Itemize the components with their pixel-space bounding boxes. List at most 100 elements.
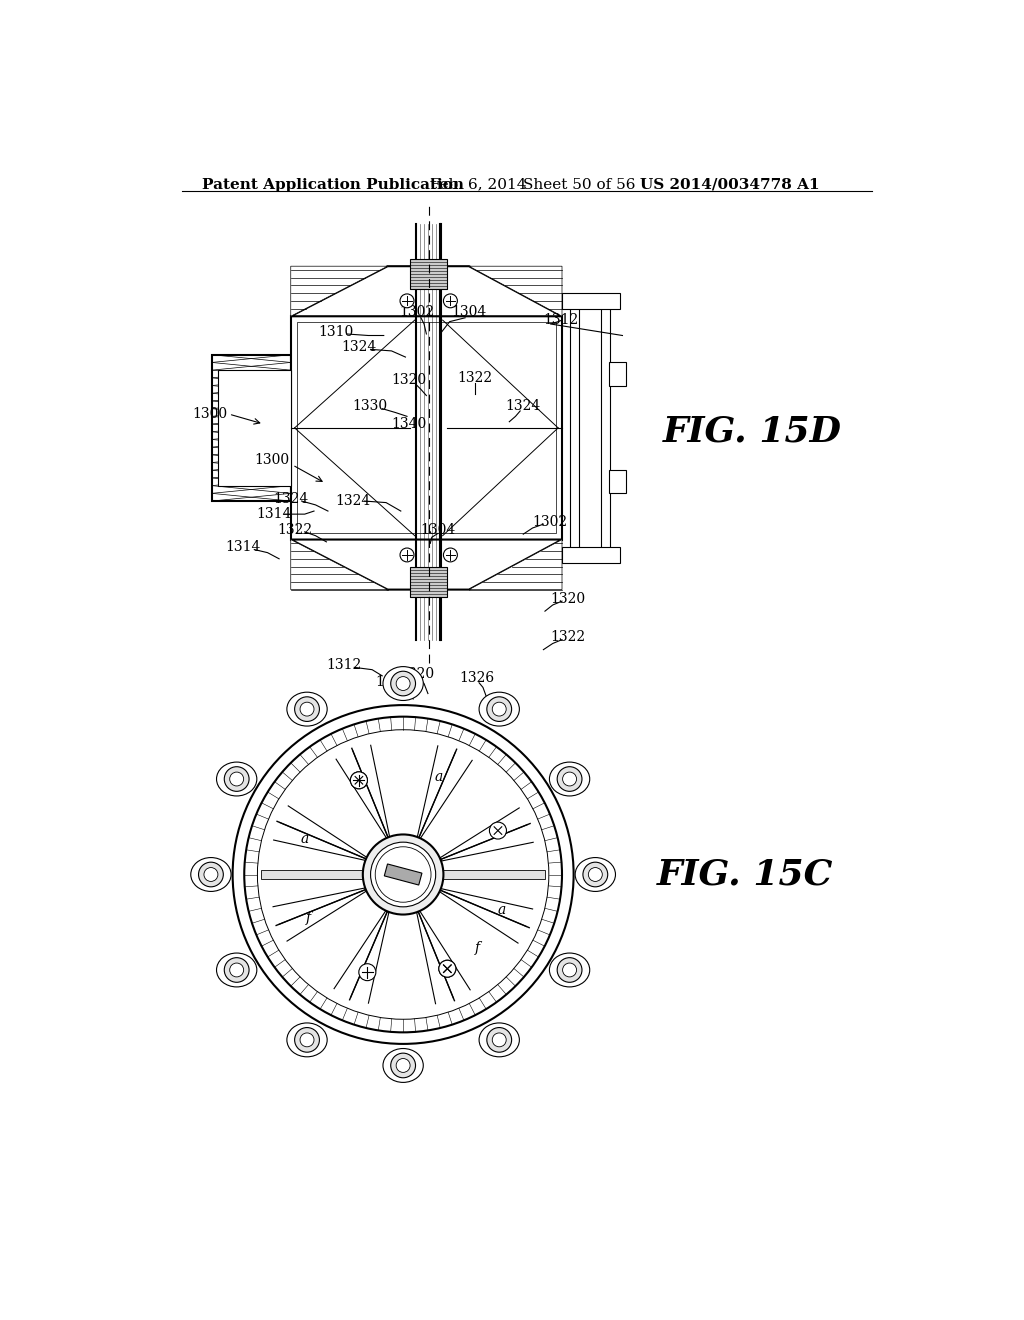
Text: e: e (492, 818, 500, 833)
Polygon shape (291, 540, 562, 590)
Text: 1314: 1314 (225, 540, 260, 554)
Text: a: a (364, 965, 372, 979)
Ellipse shape (383, 1048, 423, 1082)
Ellipse shape (550, 762, 590, 796)
Text: 1324: 1324 (273, 492, 308, 506)
Bar (212, 355, 291, 502)
Bar (562, 293, 621, 309)
Circle shape (300, 1034, 314, 1047)
Circle shape (443, 294, 458, 308)
Circle shape (199, 862, 223, 887)
Text: 1304: 1304 (421, 523, 456, 536)
Circle shape (362, 834, 443, 915)
Circle shape (443, 548, 458, 562)
Ellipse shape (216, 762, 257, 796)
Bar (443, 870, 545, 879)
Text: 1320: 1320 (399, 668, 434, 681)
Text: a: a (498, 903, 506, 917)
Circle shape (583, 862, 607, 887)
Text: Patent Application Publication: Patent Application Publication (202, 178, 464, 191)
Bar (410, 566, 447, 598)
Ellipse shape (216, 953, 257, 987)
Text: 1324: 1324 (341, 341, 377, 354)
Text: 1320: 1320 (551, 591, 586, 606)
Text: 1340: 1340 (391, 417, 426, 432)
Text: 1310: 1310 (318, 325, 353, 339)
Ellipse shape (287, 1023, 328, 1057)
Bar (608, 363, 626, 385)
Text: 1322: 1322 (278, 523, 312, 536)
Text: Sheet 50 of 56: Sheet 50 of 56 (523, 178, 636, 191)
Circle shape (391, 671, 416, 696)
Ellipse shape (190, 858, 231, 891)
Text: 1304: 1304 (452, 305, 486, 319)
Polygon shape (469, 267, 562, 317)
Ellipse shape (550, 953, 590, 987)
Text: 1300: 1300 (254, 453, 289, 467)
Text: 1314: 1314 (256, 507, 292, 521)
Circle shape (439, 960, 456, 977)
Text: 1312: 1312 (326, 659, 361, 672)
Circle shape (557, 958, 582, 982)
Polygon shape (469, 540, 562, 590)
Text: 1324: 1324 (506, 400, 541, 413)
Text: a: a (435, 770, 443, 784)
Circle shape (229, 964, 244, 977)
Circle shape (486, 697, 512, 722)
Text: 1322: 1322 (458, 371, 493, 385)
Ellipse shape (479, 692, 519, 726)
Circle shape (557, 767, 582, 792)
Text: 1302: 1302 (399, 305, 434, 319)
Bar (562, 548, 621, 562)
Text: 1300: 1300 (191, 407, 227, 421)
Circle shape (224, 767, 249, 792)
Circle shape (562, 964, 577, 977)
Circle shape (229, 772, 244, 785)
Text: 1302: 1302 (532, 515, 568, 529)
Text: f: f (306, 911, 311, 925)
Circle shape (204, 867, 218, 882)
Circle shape (391, 1053, 416, 1077)
Circle shape (396, 677, 410, 690)
Text: 1322: 1322 (551, 631, 586, 644)
Circle shape (232, 705, 573, 1044)
Bar (297, 322, 556, 533)
Circle shape (486, 1027, 512, 1052)
Circle shape (295, 1027, 319, 1052)
Text: a: a (301, 832, 309, 846)
Bar (291, 317, 562, 540)
Text: Feb. 6, 2014: Feb. 6, 2014 (430, 178, 526, 191)
Text: 1320: 1320 (391, 374, 426, 387)
Circle shape (224, 958, 249, 982)
Ellipse shape (479, 1023, 519, 1057)
Circle shape (400, 548, 414, 562)
Circle shape (489, 822, 507, 840)
Text: 1312: 1312 (544, 313, 579, 327)
Bar (601, 301, 610, 554)
Text: US 2014/0034778 A1: US 2014/0034778 A1 (640, 178, 819, 191)
Circle shape (358, 964, 376, 981)
Bar (261, 870, 362, 879)
Bar (410, 259, 447, 289)
Text: 1310: 1310 (376, 675, 411, 689)
Polygon shape (291, 267, 562, 317)
Bar (218, 370, 291, 486)
Circle shape (562, 772, 577, 785)
Circle shape (300, 702, 314, 715)
Text: FIG. 15C: FIG. 15C (656, 858, 833, 891)
Circle shape (493, 702, 506, 715)
Circle shape (493, 1034, 506, 1047)
Circle shape (400, 294, 414, 308)
Circle shape (295, 697, 319, 722)
Text: 1326: 1326 (459, 671, 495, 685)
Text: 1324: 1324 (335, 494, 371, 508)
Polygon shape (384, 865, 422, 884)
Ellipse shape (383, 667, 423, 701)
Circle shape (396, 1059, 410, 1072)
Ellipse shape (575, 858, 615, 891)
Text: FIG. 15D: FIG. 15D (663, 414, 842, 449)
Bar (569, 301, 579, 554)
Circle shape (589, 867, 602, 882)
Circle shape (350, 772, 368, 789)
Circle shape (350, 772, 368, 789)
